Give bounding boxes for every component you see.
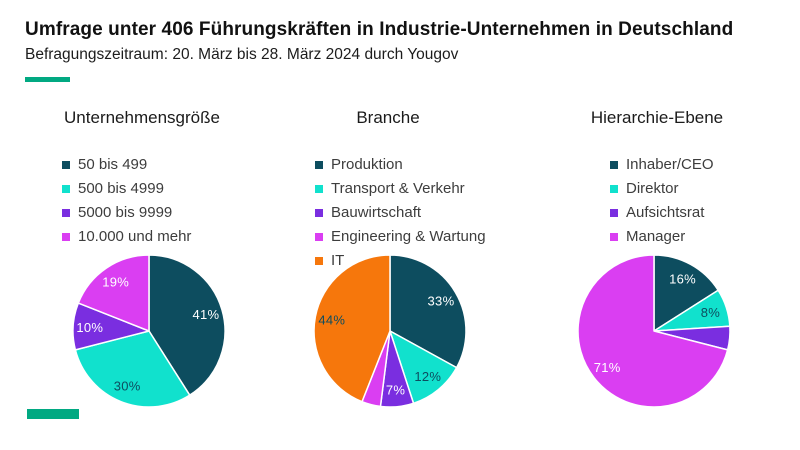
legend-swatch [610,184,618,193]
pie-slice [74,330,191,408]
legend-item: Engineering & Wartung [315,228,508,245]
pie-slice [389,254,467,369]
slice-percent-label: 8% [701,305,721,320]
legend-item: Bauwirtschaft [315,204,508,221]
legend-item: 5000 bis 9999 [62,204,262,221]
legend: 50 bis 499 500 bis 4999 5000 bis 9999 10.00… [62,156,262,245]
legend-label: Direktor [626,180,679,197]
legend-label: Aufsichtsrat [626,204,705,221]
legend-label: 50 bis 499 [78,156,148,173]
slice-percent-label: 30% [114,379,141,394]
pie-slice [577,254,729,408]
legend-label: Produktion [331,156,403,173]
legend-label: 500 bis 4999 [78,180,164,197]
legend-label: Transport & Verkehr [331,180,465,197]
legend-swatch [62,208,70,217]
pie-slice [77,254,150,332]
slice-percent-label: 7% [386,383,406,398]
legend-item: Aufsichtsrat [610,204,777,221]
pie-chart-hierarchie-ebene: 16% 8% 71% [574,251,734,411]
slice-percent-label: 41% [192,307,219,322]
legend-item: Transport & Verkehr [315,180,508,197]
legend-item: 500 bis 4999 [62,180,262,197]
legend-item: Direktor [610,180,777,197]
legend-label: Manager [626,228,686,245]
legend-swatch [315,184,323,193]
slice-percent-label: 19% [102,275,129,290]
slice-percent-label: 16% [669,272,696,287]
legend-swatch [610,208,618,217]
legend-item: IT [315,252,508,269]
hpe-element-logo-icon [27,409,79,419]
pie-chart-unternehmensgroesse: 41% 30% 10% 19% [69,251,229,411]
legend-label: IT [331,252,345,269]
page-title: Umfrage unter 406 Führungskräften in Ind… [25,19,734,40]
chart-title: Hierarchie-Ebene [590,108,724,127]
slice-percent-label: 44% [318,312,345,327]
legend-item: 10.000 und mehr [62,228,262,245]
legend-swatch [315,160,323,169]
legend-swatch [62,184,70,193]
legend-swatch [610,232,618,241]
chart-section-unternehmensgroesse: Unternehmensgröße 50 bis 499 500 bis 4999… [22,108,262,408]
legend-swatch [610,160,618,169]
legend: Inhaber/CEO Direktor Aufsichtsrat Manager [610,156,777,245]
legend: Produktion Transport & Verkehr Bauwirtscha… [315,156,508,269]
slice-percent-label: 10% [76,320,103,335]
chart-title: Unternehmensgröße [64,108,220,127]
legend-label: 5000 bis 9999 [78,204,173,221]
slice-percent-label: 33% [428,293,455,308]
legend-label: Inhaber/CEO [626,156,714,173]
pie-chart-branche: 33% 12% 7% 44% [310,251,470,411]
header: Umfrage unter 406 Führungskräften in Ind… [25,18,785,64]
page-subtitle: Befragungszeitraum: 20. März bis 28. Mär… [25,45,459,63]
chart-title: Branche [356,108,420,127]
pie-slice [313,254,391,403]
legend-item: Manager [610,228,777,245]
pie-slice [653,254,719,332]
legend-swatch [315,208,323,217]
legend-label: Bauwirtschaft [331,204,422,221]
chart-section-hierarchie-ebene: Hierarchie-Ebene Inhaber/CEO Direktor Aufs… [537,108,777,408]
slice-percent-label: 71% [594,360,621,375]
legend-item: Produktion [315,156,508,173]
legend-item: 50 bis 499 [62,156,262,173]
accent-bar [25,77,70,82]
legend-label: Engineering & Wartung [331,228,486,245]
legend-label: 10.000 und mehr [78,228,192,245]
legend-swatch [62,160,70,169]
slice-percent-label: 12% [414,369,441,384]
legend-swatch [315,232,323,241]
legend-item: Inhaber/CEO [610,156,777,173]
chart-section-branche: Branche Produktion Transport & Verkehr Bau… [268,108,508,408]
legend-swatch [315,256,323,265]
legend-swatch [62,232,70,241]
